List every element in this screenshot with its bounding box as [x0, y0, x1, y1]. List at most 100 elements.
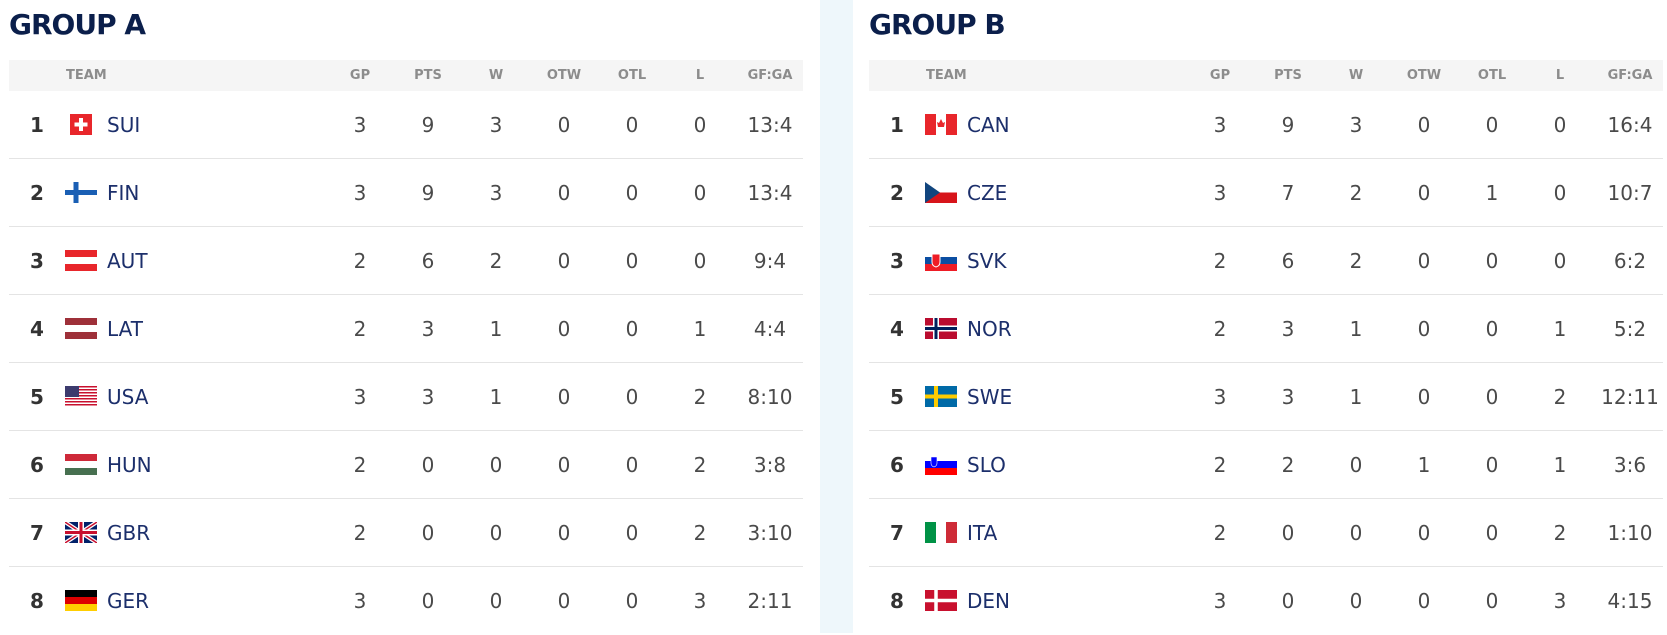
group-title: GROUP A — [9, 8, 146, 41]
divider — [820, 0, 853, 633]
stat-w: 0 — [1349, 589, 1363, 613]
team-row: 3 SVK 2 6 2 0 0 0 6:2 — [869, 227, 1663, 295]
stat-otl: 0 — [1485, 113, 1499, 137]
stat-otw: 0 — [1417, 113, 1431, 137]
stat-w: 1 — [489, 317, 503, 341]
stat-otw: 0 — [557, 249, 571, 273]
stat-otw: 0 — [557, 521, 571, 545]
rank: 7 — [30, 521, 44, 545]
flag — [65, 522, 97, 543]
stat-gp: 3 — [353, 385, 367, 409]
stat-otw: 0 — [1417, 249, 1431, 273]
stat-w: 3 — [489, 113, 503, 137]
rank: 7 — [890, 521, 904, 545]
rank: 6 — [30, 453, 44, 477]
row-separator — [869, 430, 1663, 431]
stat-l: 0 — [693, 113, 707, 137]
row-separator — [869, 566, 1663, 567]
team-name: FIN — [107, 181, 140, 205]
rank: 5 — [890, 385, 904, 409]
stat-pts: 9 — [421, 113, 435, 137]
stat-otw: 0 — [557, 453, 571, 477]
stat-l: 2 — [693, 453, 707, 477]
team-row: 7 ITA 2 0 0 0 0 2 1:10 — [869, 499, 1663, 567]
flag — [925, 250, 957, 271]
column-header: OTW — [546, 68, 582, 83]
stat-gf-ga: 13:4 — [747, 113, 793, 137]
rank: 3 — [30, 249, 44, 273]
stat-pts: 3 — [421, 385, 435, 409]
stat-otl: 0 — [1485, 385, 1499, 409]
stat-gf-ga: 16:4 — [1607, 113, 1653, 137]
stat-otl: 0 — [1485, 249, 1499, 273]
column-header: L — [695, 68, 705, 83]
team-row: 2 CZE 3 7 2 0 1 0 10:7 — [869, 159, 1663, 227]
stat-gf-ga: 12:11 — [1601, 385, 1659, 409]
team-row: 5 SWE 3 3 1 0 0 2 12:11 — [869, 363, 1663, 431]
stat-gp: 2 — [353, 317, 367, 341]
stat-otl: 0 — [625, 385, 639, 409]
team-name: CZE — [967, 181, 1008, 205]
team-name: USA — [107, 385, 149, 409]
rank: 8 — [30, 589, 44, 613]
column-header: PTS — [1274, 68, 1302, 83]
row-separator — [9, 566, 803, 567]
stat-gp: 3 — [353, 113, 367, 137]
row-separator — [869, 362, 1663, 363]
stat-w: 0 — [1349, 453, 1363, 477]
team-row: 3 AUT 2 6 2 0 0 0 9:4 — [9, 227, 803, 295]
stat-gf-ga: 4:15 — [1607, 589, 1653, 613]
table-header: TEAM GP PTS W OTW OTL L GF:GA — [9, 60, 803, 91]
stat-otl: 0 — [1485, 453, 1499, 477]
stat-w: 1 — [489, 385, 503, 409]
team-row: 6 HUN 2 0 0 0 0 2 3:8 — [9, 431, 803, 499]
stat-l: 3 — [693, 589, 707, 613]
team-row: 4 NOR 2 3 1 0 0 1 5:2 — [869, 295, 1663, 363]
stat-w: 1 — [1349, 317, 1363, 341]
stat-l: 2 — [693, 521, 707, 545]
column-header: L — [1555, 68, 1565, 83]
rank: 3 — [890, 249, 904, 273]
stat-l: 0 — [1553, 113, 1567, 137]
team-name: DEN — [967, 589, 1010, 613]
stat-gp: 2 — [1213, 521, 1227, 545]
team-row: 1 SUI 3 9 3 0 0 0 13:4 — [9, 91, 803, 159]
column-header: TEAM — [66, 68, 107, 83]
stat-w: 0 — [1349, 521, 1363, 545]
stat-otl: 0 — [1485, 521, 1499, 545]
stat-pts: 0 — [421, 589, 435, 613]
team-row: 1 CAN 3 9 3 0 0 0 16:4 — [869, 91, 1663, 159]
stat-otw: 0 — [557, 317, 571, 341]
rank: 4 — [30, 317, 44, 341]
stat-otl: 0 — [625, 181, 639, 205]
stat-l: 1 — [693, 317, 707, 341]
stat-gp: 2 — [1213, 453, 1227, 477]
team-row: 8 GER 3 0 0 0 0 3 2:11 — [9, 567, 803, 635]
stat-pts: 0 — [1281, 589, 1295, 613]
stat-otl: 0 — [1485, 317, 1499, 341]
stat-gf-ga: 6:2 — [1613, 249, 1647, 273]
team-name: LAT — [107, 317, 143, 341]
stat-gf-ga: 9:4 — [753, 249, 787, 273]
column-header: TEAM — [926, 68, 967, 83]
team-name: SLO — [967, 453, 1006, 477]
flag — [65, 182, 97, 203]
row-separator — [869, 294, 1663, 295]
rank: 4 — [890, 317, 904, 341]
stat-l: 0 — [1553, 249, 1567, 273]
stat-gf-ga: 2:11 — [747, 589, 793, 613]
stat-otl: 0 — [625, 249, 639, 273]
stat-w: 3 — [489, 181, 503, 205]
flag — [925, 318, 957, 339]
stat-otw: 0 — [1417, 521, 1431, 545]
stat-otl: 0 — [625, 589, 639, 613]
stat-l: 3 — [1553, 589, 1567, 613]
team-name: CAN — [967, 113, 1010, 137]
stat-pts: 7 — [1281, 181, 1295, 205]
stat-gp: 3 — [1213, 385, 1227, 409]
column-header: GF:GA — [747, 68, 793, 83]
row-separator — [9, 158, 803, 159]
flag — [925, 182, 957, 203]
stat-otw: 0 — [557, 113, 571, 137]
row-separator — [869, 158, 1663, 159]
